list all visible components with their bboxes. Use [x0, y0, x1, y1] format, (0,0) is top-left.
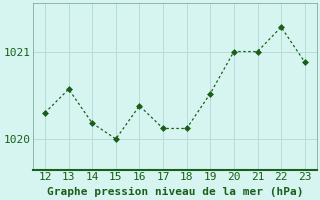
X-axis label: Graphe pression niveau de la mer (hPa): Graphe pression niveau de la mer (hPa)	[47, 186, 303, 197]
